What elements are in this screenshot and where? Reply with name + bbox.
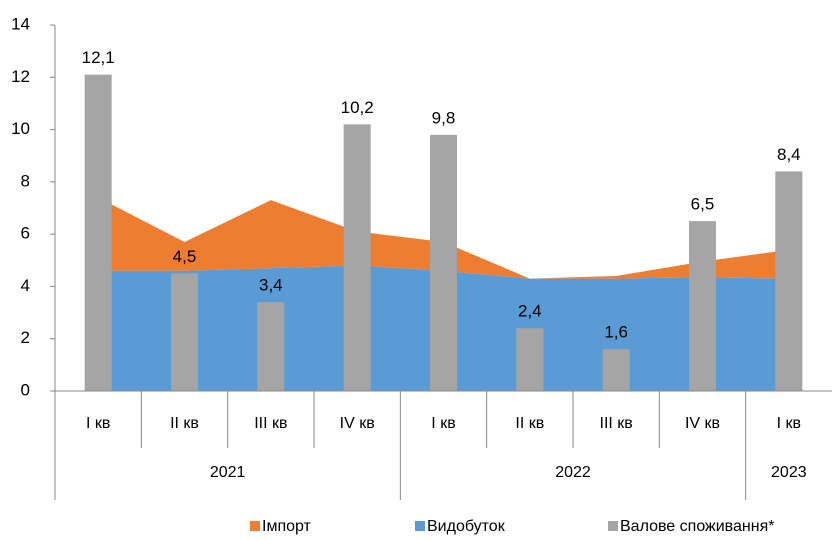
group-label: 2023 <box>771 464 807 481</box>
area <box>98 197 789 279</box>
bar <box>343 124 371 391</box>
data-label: 1,6 <box>604 323 628 342</box>
x-tick-label: І кв <box>86 415 110 432</box>
x-tick-label: ІІІ кв <box>600 415 633 432</box>
y-tick-label: 6 <box>21 224 30 243</box>
bar <box>775 171 803 391</box>
group-label: 2022 <box>555 464 591 481</box>
x-tick-label: І кв <box>431 415 455 432</box>
data-label: 12,1 <box>82 48 115 67</box>
bar <box>602 349 630 391</box>
bar <box>171 273 198 391</box>
legend-label: Видобуток <box>427 518 506 535</box>
data-label: 8,4 <box>777 145 801 164</box>
bar <box>689 221 716 391</box>
legend-label: Імпорт <box>262 518 312 535</box>
data-label: 6,5 <box>691 195 715 214</box>
legend-swatch <box>250 521 260 531</box>
y-tick-label: 14 <box>11 14 30 33</box>
legend-swatch <box>415 521 425 531</box>
bar <box>257 302 285 391</box>
data-label: 4,5 <box>173 247 197 266</box>
y-tick-label: 0 <box>21 380 30 399</box>
x-tick-label: ІІІ кв <box>254 415 287 432</box>
bar <box>84 74 112 392</box>
y-tick-label: 12 <box>11 67 30 86</box>
data-label: 2,4 <box>518 302 542 321</box>
group-label: 2021 <box>210 464 246 481</box>
y-tick-label: 8 <box>21 171 30 190</box>
legend-swatch <box>608 521 618 531</box>
bar <box>516 328 544 391</box>
bar <box>430 134 457 392</box>
y-tick-label: 2 <box>21 328 30 347</box>
x-tick-label: ІV кв <box>685 415 720 432</box>
x-tick-label: ІІ кв <box>170 415 199 432</box>
y-tick-label: 10 <box>11 119 30 138</box>
data-label: 9,8 <box>432 108 456 127</box>
legend-label: Валове споживання* <box>620 518 774 535</box>
y-tick-label: 4 <box>21 276 30 295</box>
data-label: 3,4 <box>259 276 283 295</box>
x-tick-label: ІV кв <box>340 415 375 432</box>
x-tick-label: ІІ кв <box>515 415 544 432</box>
data-label: 10,2 <box>341 98 374 117</box>
x-tick-label: І кв <box>777 415 801 432</box>
